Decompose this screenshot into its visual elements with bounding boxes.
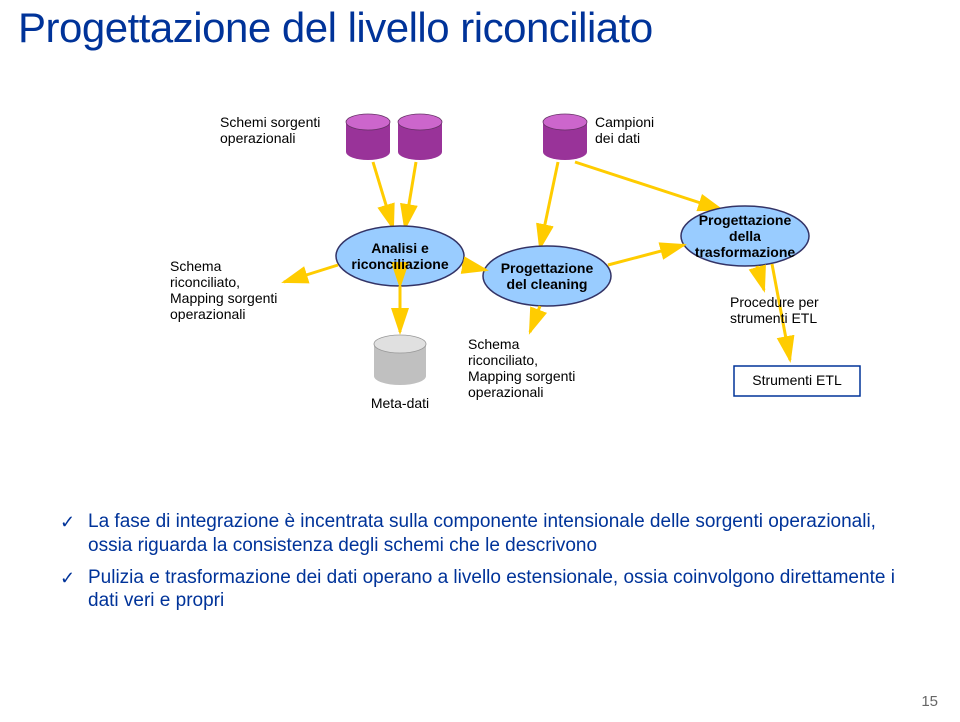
cylinder-metadati [374,335,426,385]
diagram-area: Schemi sorgentioperazionali Campionidei … [0,110,960,450]
label-analisi: Analisi ericonciliazione [342,240,458,272]
cylinder-schemi-b [398,114,442,160]
label-strumenti: Strumenti ETL [734,372,860,388]
label-campioni: Campionidei dati [595,114,685,146]
diagram-svg [0,110,960,470]
bullet-item: La fase di integrazione è incentrata sul… [60,510,920,558]
label-schemi-sorgenti: Schemi sorgentioperazionali [220,114,350,146]
cylinder-schemi-a [346,114,390,160]
page-number: 15 [921,693,938,710]
label-schema-mid: Schemariconciliato,Mapping sorgentiopera… [468,336,608,400]
bullet-item: Pulizia e trasformazione dei dati operan… [60,566,920,614]
cylinder-campioni [543,114,587,160]
label-procedure: Procedure perstrumenti ETL [730,294,860,326]
label-metadati: Meta-dati [330,395,470,411]
label-cleaning: Progettazionedel cleaning [484,260,610,292]
bullet-list: La fase di integrazione è incentrata sul… [60,510,920,621]
page-title: Progettazione del livello riconciliato [18,6,653,50]
label-trasformazione: Progettazionedellatrasformazione [682,212,808,260]
label-schema-left: Schemariconciliato,Mapping sorgentiopera… [170,258,290,322]
